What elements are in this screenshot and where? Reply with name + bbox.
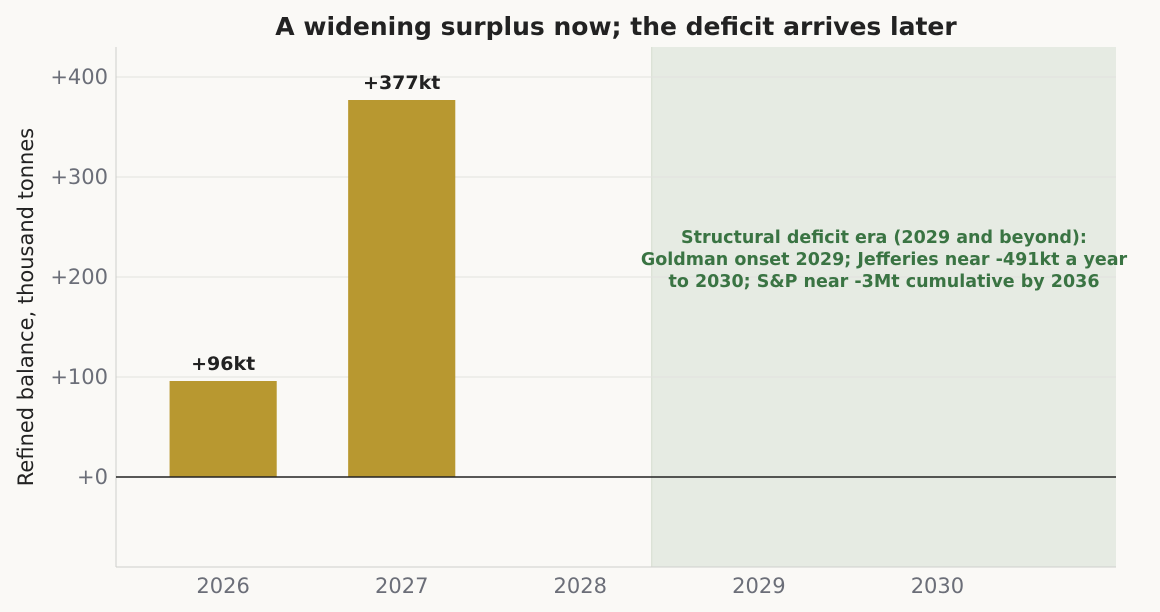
data-label-2026: +96kt xyxy=(191,353,255,375)
region-note-line: to 2030; S&P near -3Mt cumulative by 203… xyxy=(668,272,1099,292)
x-tick-label: 2026 xyxy=(196,574,249,598)
bar-2027 xyxy=(348,100,456,477)
y-tick-label: +0 xyxy=(77,465,108,489)
chart-title: A widening surplus now; the deficit arri… xyxy=(275,12,957,41)
x-tick-label: 2028 xyxy=(554,574,607,598)
bar-2026 xyxy=(169,381,277,477)
data-label-2027: +377kt xyxy=(363,72,440,94)
y-tick-label: +300 xyxy=(50,165,108,189)
y-tick-label: +100 xyxy=(50,365,108,389)
x-tick-label: 2029 xyxy=(732,574,785,598)
y-axis-label: Refined balance, thousand tonnes xyxy=(14,128,38,486)
deficit-era-region xyxy=(651,47,1116,567)
x-tick-label: 2027 xyxy=(375,574,428,598)
region-note-line: Structural deficit era (2029 and beyond)… xyxy=(681,228,1087,248)
y-tick-label: +200 xyxy=(50,265,108,289)
region-note-line: Goldman onset 2029; Jefferies near -491k… xyxy=(641,250,1128,270)
x-tick-label: 2030 xyxy=(911,574,964,598)
y-tick-label: +400 xyxy=(50,65,108,89)
